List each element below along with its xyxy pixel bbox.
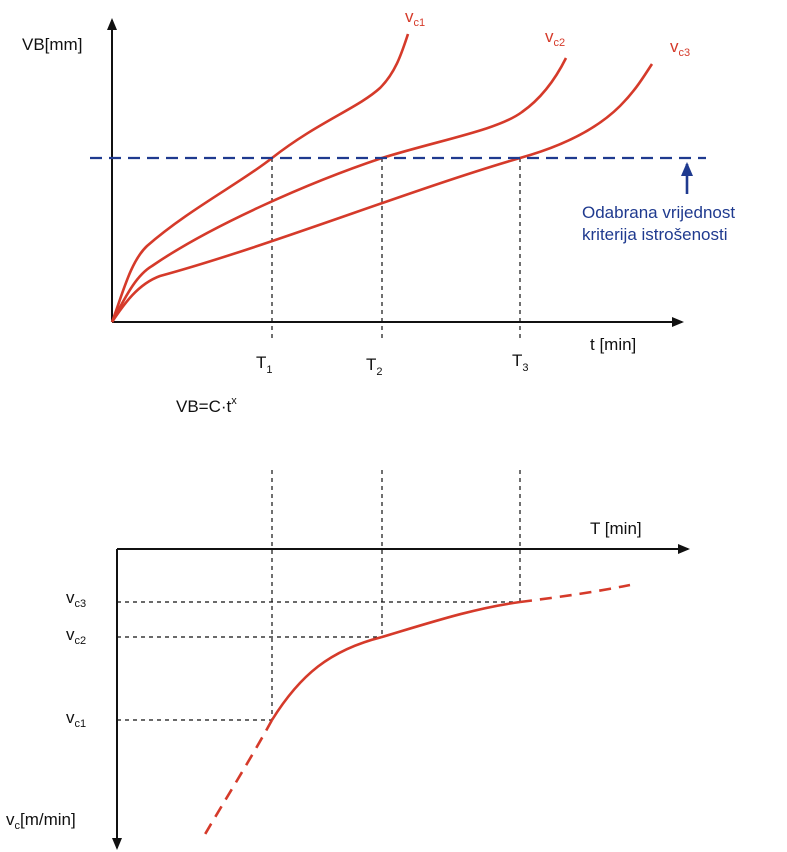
wear-curve-vc2 (110, 57, 568, 323)
tool-life-curve-extension-right (519, 583, 631, 604)
curve-label-vc3: vc3 (670, 37, 690, 59)
time-axis-label: t [min] (590, 335, 636, 354)
tool-life-curve (270, 600, 521, 721)
time-label-t2: T2 (366, 355, 383, 378)
time-label-t1: T1 (256, 353, 273, 376)
wear-curve-vc1 (110, 33, 410, 323)
wear-formula: VB=C·tx (176, 395, 237, 416)
vb-axis-label: VB[mm] (22, 35, 82, 54)
tool-wear-chart: VB[mm] t [min] vc1 vc2 vc3 T1 T2 T3 Odab… (22, 7, 735, 416)
speed-label-vc2: vc2 (66, 625, 86, 647)
speed-label-vc1: vc1 (66, 708, 86, 730)
criterion-label-line2: kriterija istrošenosti (582, 225, 728, 244)
speed-label-vc3: vc3 (66, 588, 86, 610)
tool-life-curve-extension-left (202, 719, 274, 837)
cutting-speed-axis-label: vc[m/min] (6, 810, 76, 832)
curve-label-vc1: vc1 (405, 7, 425, 29)
wear-curve-vc3 (110, 63, 654, 323)
tool-life-axis-label: T [min] (590, 519, 642, 538)
criterion-label-line1: Odabrana vrijednost (582, 203, 735, 222)
tool-life-chart: T [min] vc3 vc2 vc1 vc[m/min] (6, 470, 690, 850)
time-label-t3: T3 (512, 351, 529, 374)
curve-label-vc2: vc2 (545, 27, 565, 49)
